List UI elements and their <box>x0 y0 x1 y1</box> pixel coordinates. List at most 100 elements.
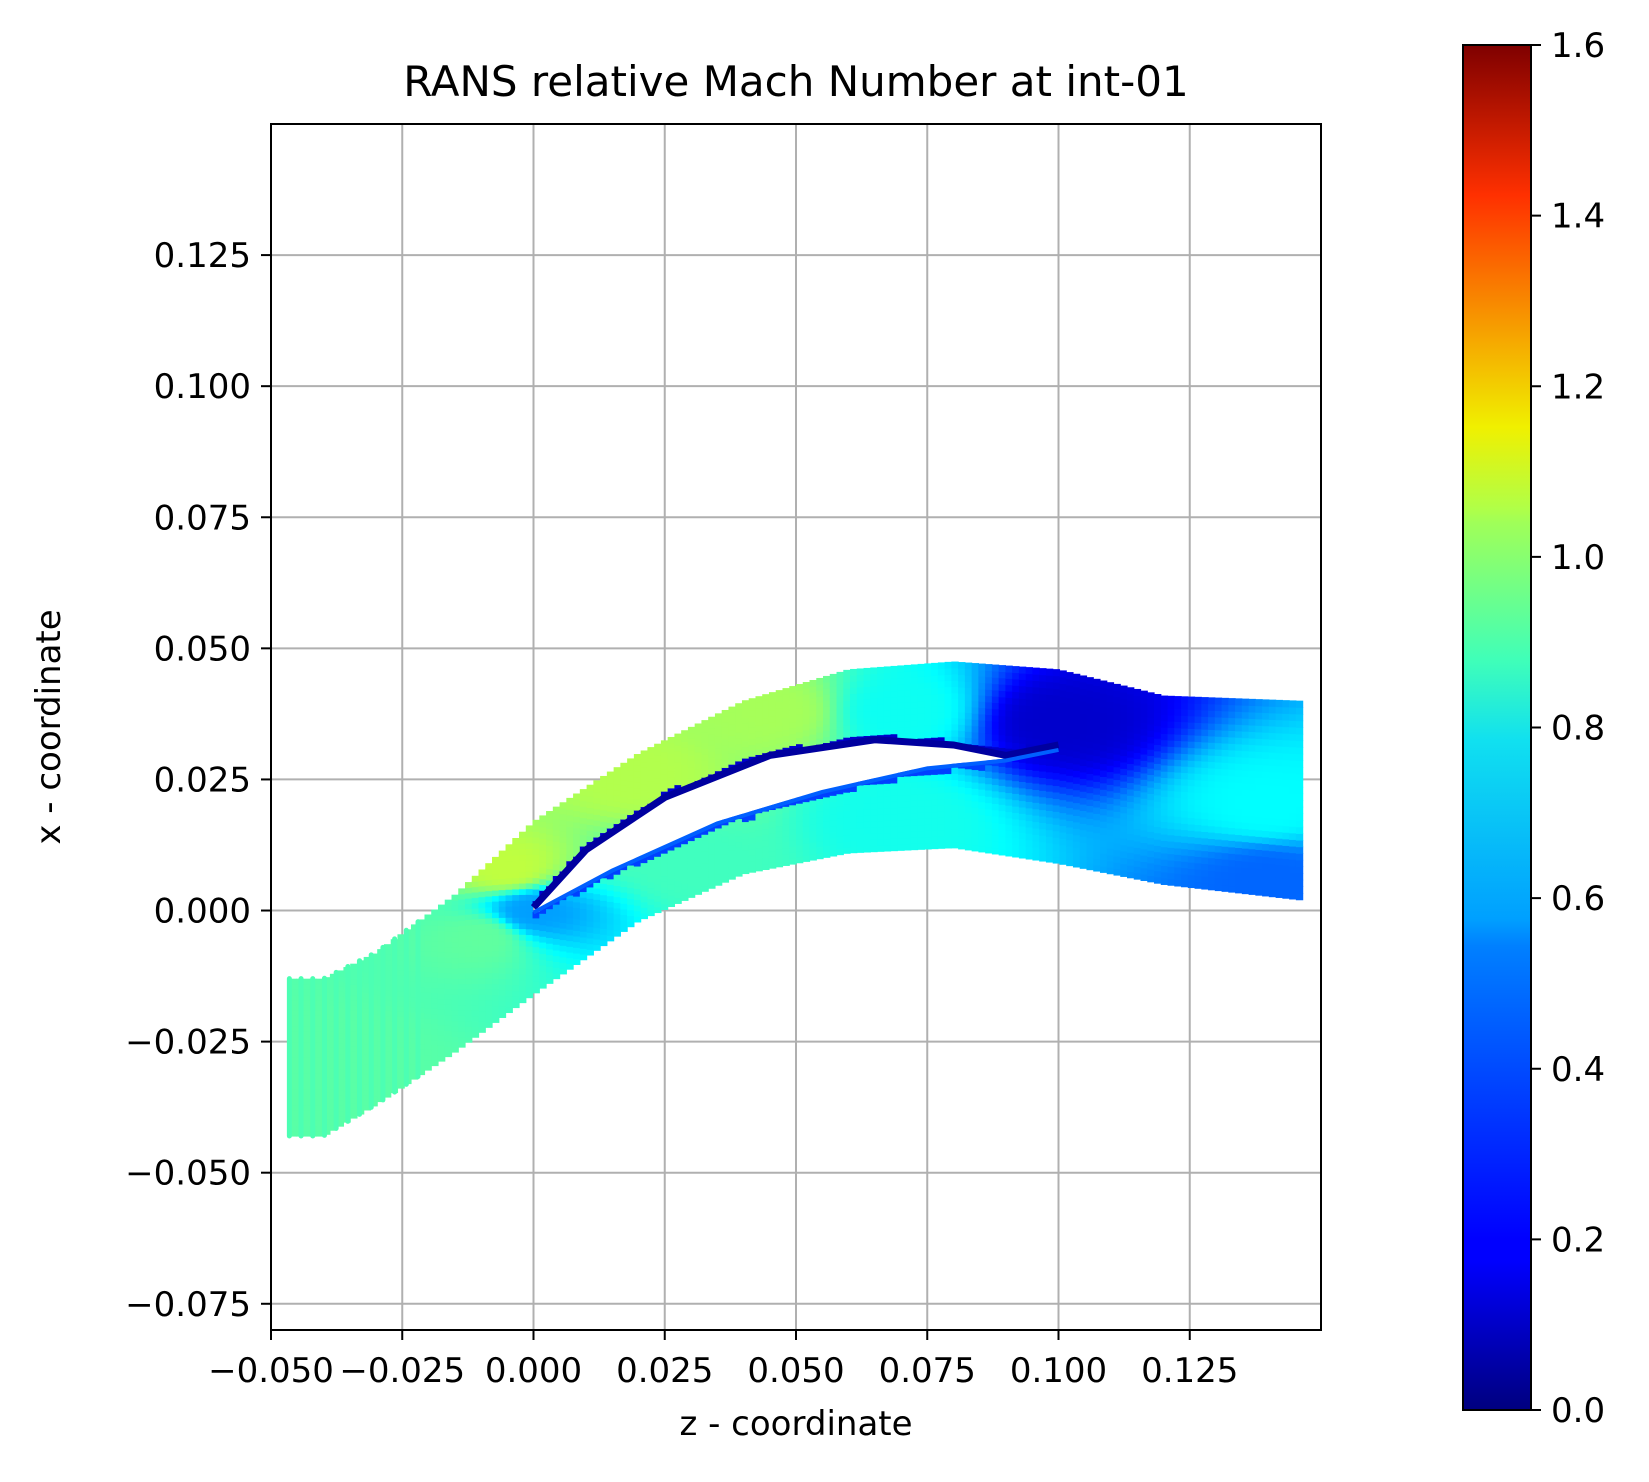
mach-cell <box>519 905 527 913</box>
mach-cell <box>1025 839 1034 847</box>
mach-cell <box>897 677 905 685</box>
mach-cell <box>1140 861 1148 869</box>
mach-cell <box>1248 770 1256 778</box>
mach-cell <box>708 842 716 849</box>
mach-cell <box>593 797 601 804</box>
mach-cell <box>512 838 520 845</box>
mach-cell <box>1079 784 1088 792</box>
mach-cell <box>748 819 757 827</box>
mach-cell <box>816 852 824 860</box>
mach-cell <box>1032 802 1040 810</box>
mach-cell <box>546 822 554 829</box>
mach-cell <box>566 849 574 856</box>
mach-cell <box>451 1041 459 1048</box>
mach-cell <box>1018 755 1027 763</box>
mach-cell <box>856 846 865 853</box>
mach-cell <box>856 711 865 719</box>
mach-cell <box>1187 823 1196 831</box>
mach-cell <box>627 803 635 810</box>
mach-cell <box>1113 715 1121 723</box>
mach-cell <box>897 819 905 827</box>
mach-cell <box>647 887 655 894</box>
mach-cell <box>1140 722 1148 730</box>
mach-cell <box>836 824 844 831</box>
mach-cell <box>998 842 1007 850</box>
mach-cell <box>1221 768 1229 776</box>
mach-cell <box>1214 839 1223 847</box>
mach-cell <box>1154 700 1162 708</box>
mach-cell <box>485 1010 493 1017</box>
mach-cell <box>546 948 554 956</box>
mach-cell <box>1039 822 1047 830</box>
mach-cell <box>802 711 811 719</box>
mach-cell <box>397 1062 405 1069</box>
mach-cell <box>302 1104 311 1111</box>
mach-cell <box>1174 753 1182 760</box>
mach-cell <box>991 790 1000 798</box>
mach-cell <box>917 818 925 826</box>
mach-cell <box>998 759 1007 767</box>
mach-cell <box>1005 830 1013 838</box>
x-axis-label: z - coordinate <box>679 1404 912 1444</box>
mach-cell <box>856 674 865 682</box>
mach-cell <box>1282 838 1290 846</box>
mach-cell <box>573 810 581 817</box>
mach-cell <box>755 736 763 744</box>
mach-cell <box>613 930 621 937</box>
mach-cell <box>660 745 669 753</box>
mach-cell <box>1160 758 1169 766</box>
mach-cell <box>606 918 615 925</box>
mach-cell <box>1018 717 1027 725</box>
mach-cell <box>762 857 770 865</box>
mach-cell <box>498 895 507 902</box>
mach-cell <box>1093 826 1101 834</box>
mach-cell <box>904 788 912 796</box>
mach-cell <box>978 801 986 809</box>
mach-cell <box>1133 739 1142 747</box>
mach-cell <box>1025 814 1034 822</box>
mach-cell <box>674 767 682 774</box>
mach-cell <box>728 758 736 765</box>
mach-cell <box>1072 841 1081 849</box>
mach-cell <box>735 743 743 750</box>
mach-cell <box>836 830 844 837</box>
mach-cell <box>1072 789 1081 797</box>
mach-cell <box>931 687 939 695</box>
mach-cell <box>890 715 898 722</box>
mach-cell <box>302 1020 311 1027</box>
mach-cell <box>1126 687 1135 695</box>
mach-cell <box>586 784 594 791</box>
mach-cell <box>613 885 621 892</box>
mach-cell <box>1072 705 1081 713</box>
mach-cell <box>1214 851 1223 859</box>
mach-cell <box>850 730 858 737</box>
mach-cell <box>755 818 763 825</box>
mach-cell <box>424 1002 432 1009</box>
mach-cell <box>485 961 493 968</box>
mach-cell <box>478 983 486 990</box>
mach-cell <box>485 912 493 919</box>
mach-cell <box>465 887 473 894</box>
mach-cell <box>660 847 669 854</box>
mach-cell <box>336 1110 345 1117</box>
mach-cell <box>1181 880 1189 888</box>
mach-cell <box>789 721 797 729</box>
mach-cell <box>1126 839 1135 847</box>
mach-cell <box>802 687 811 695</box>
mach-cell <box>1201 754 1209 762</box>
mach-cell <box>370 989 378 995</box>
mach-cell <box>512 984 520 992</box>
mach-cell <box>458 1025 466 1032</box>
mach-cell <box>1295 733 1304 742</box>
mach-cell <box>1086 792 1094 800</box>
mach-cell <box>579 948 588 955</box>
mach-cell <box>660 886 669 894</box>
mach-cell <box>1160 777 1169 785</box>
mach-cell <box>694 774 703 781</box>
mach-cell <box>937 780 946 787</box>
mach-cell <box>748 732 757 740</box>
mach-cell <box>397 1000 405 1007</box>
mach-cell <box>1214 723 1223 731</box>
mach-cell <box>904 800 912 808</box>
mach-cell <box>843 724 851 732</box>
